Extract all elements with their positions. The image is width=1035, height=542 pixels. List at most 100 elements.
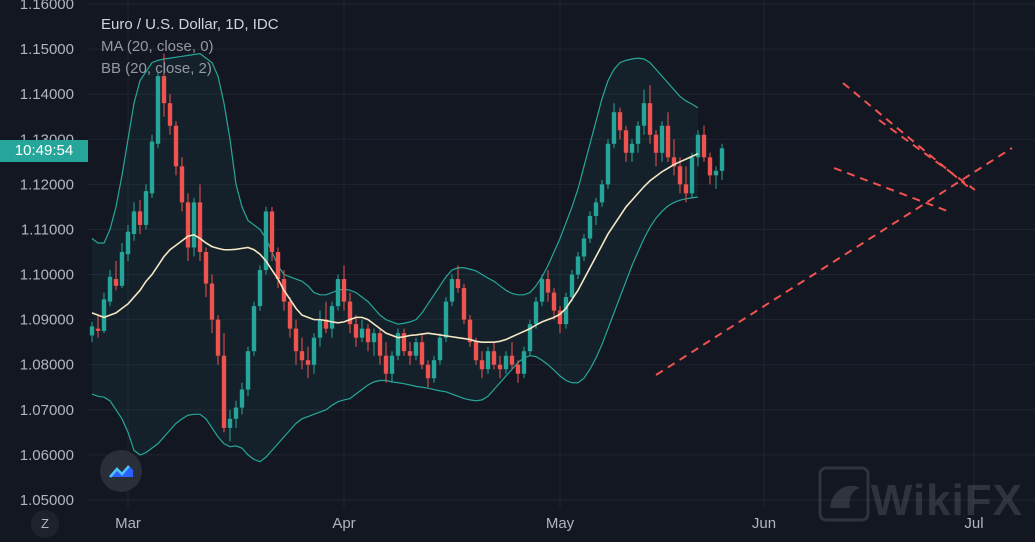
candle-body [263,211,269,271]
candle-body [155,76,161,144]
candle-body [503,355,509,370]
candle-body [257,270,263,307]
x-tick-label: Jul [964,515,983,532]
candle-body [251,306,257,352]
candle-body [377,333,383,356]
candle-body [137,211,143,225]
candle-body [605,143,611,185]
candle-body [329,306,335,329]
candle-body [677,166,683,185]
candle-body [563,297,569,325]
candle-body [113,279,119,286]
candle-body [449,279,455,302]
candle-body [719,148,725,171]
candle-body [647,103,653,135]
candle-body [395,333,401,356]
cloud-chart-icon [109,465,133,478]
candle-body [701,134,707,158]
y-tick-label: 1.11000 [21,221,74,238]
candle-body [473,342,479,361]
candle-body [509,355,515,365]
candle-body [497,364,503,370]
candle-body [239,389,245,408]
y-tick-label: 1.15000 [20,41,74,58]
watermark-text: WikiFX [870,476,1023,525]
candle-body [383,355,389,374]
x-tick-label: Mar [115,515,141,532]
ma-indicator-label[interactable]: MA (20, close, 0) [101,38,214,55]
candle-body [641,103,647,126]
candle-body [161,76,167,104]
candle-body [437,337,443,361]
wikifx-logo-icon [818,466,870,522]
candle-body [305,360,311,365]
candle-body [269,211,275,252]
candle-body [107,276,113,302]
candle-body [143,191,149,225]
upper-band-line [91,52,699,325]
candle-body [665,125,671,158]
candle-body [371,333,377,343]
candle-body [629,143,635,153]
candle-body [119,252,125,286]
candle-body [401,333,407,352]
candle-body [593,202,599,216]
candle-body [185,202,191,248]
candle-body [635,125,641,144]
candle-body [425,364,431,379]
candle-body [455,279,461,289]
candle-body [131,211,137,234]
candle-body [515,364,521,374]
candle-body [341,279,347,302]
zoom-button[interactable]: Z [31,510,59,538]
candle-body [479,360,485,370]
candle-body [659,125,665,153]
candle-body [707,157,713,176]
candle-body [539,279,545,302]
candle-body [287,301,293,329]
x-tick-label: May [546,515,575,532]
candle-body [623,130,629,153]
tradingview-logo-button[interactable] [100,450,142,492]
candle-body [89,326,95,336]
trendlines [655,82,1013,376]
candle-body [245,351,251,390]
candle-body [551,292,557,311]
candle-body [389,355,395,374]
candle-body [695,134,701,158]
candle-body [323,319,329,329]
candle-body [101,299,107,331]
candle-body [491,351,497,365]
candle-body [683,184,689,194]
candle-body [299,351,305,361]
symbol-title[interactable]: Euro / U.S. Dollar, 1D, IDC [101,16,279,33]
band-fill [92,53,698,462]
candlesticks [89,53,725,442]
candle-body [467,319,473,343]
chart-legend: Euro / U.S. Dollar, 1D, IDC MA (20, clos… [101,14,279,80]
candle-body [353,324,359,338]
y-tick-label: 1.07000 [20,402,74,419]
bb-indicator-label[interactable]: BB (20, close, 2) [101,60,212,77]
candle-body [317,319,323,338]
candle-body [419,342,425,365]
ma-line [91,152,699,343]
x-tick-label: Apr [332,515,355,532]
candle-body [167,103,173,126]
candle-body [527,324,533,352]
candle-body [179,166,185,203]
candle-body [599,184,605,203]
candle-body [485,351,491,370]
candle-body [611,112,617,144]
candle-body [569,274,575,298]
time-axis[interactable]: Mar Apr May Jun Jul [0,508,1035,542]
candle-body [365,328,371,343]
candle-body [359,328,365,338]
countdown-badge: 10:49:54 [0,140,88,162]
y-tick-label: 1.12000 [20,176,74,193]
y-tick-label: 1.14000 [20,86,74,103]
candle-body [653,134,659,153]
price-axis[interactable]: 1.05000 1.06000 1.07000 1.08000 1.09000 1.100… [20,0,74,509]
y-tick-label: 1.06000 [20,447,74,464]
